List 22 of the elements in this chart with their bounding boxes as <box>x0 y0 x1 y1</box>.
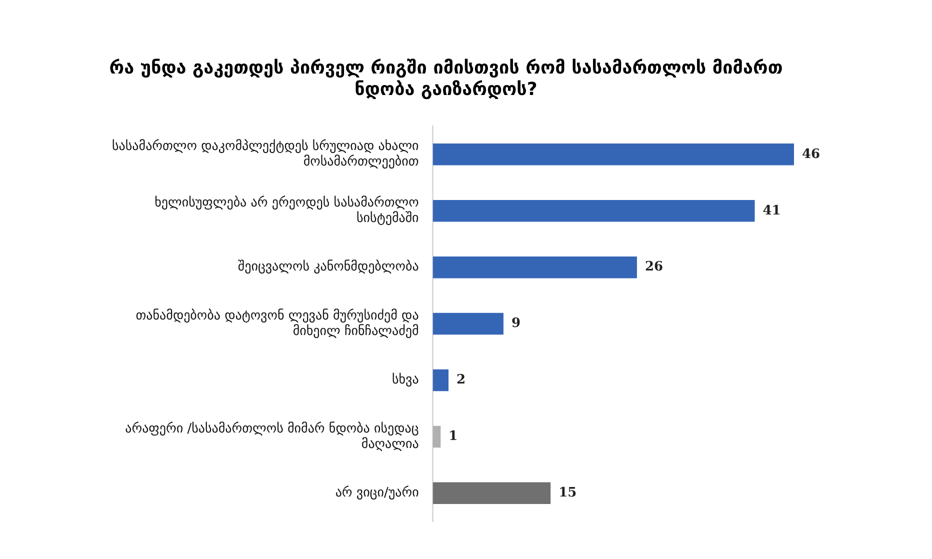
bar <box>432 482 551 504</box>
data-label: 41 <box>762 203 781 218</box>
data-label: 2 <box>456 372 466 388</box>
y-tick-label: ხელისუფლება არ ერეოდეს სასამართლო სისტემაში <box>154 195 420 226</box>
data-label: 9 <box>511 316 521 332</box>
bar <box>432 312 504 335</box>
data-label: 26 <box>644 260 664 275</box>
y-tick-label: სასამართლო დაკომპლექტდეს სრულიად ახალი მოსამართლეებით <box>112 139 420 170</box>
bar <box>432 144 794 166</box>
y-tick-label: შეიცვალოს კანონმდებლობა <box>238 260 419 275</box>
chart-title: რა უნდა გაკეთდეს პირველ რიგში იმისთვის რომ სასამართლოს მიმართ ნდობა გაიზარდოს? <box>109 57 783 100</box>
y-tick-label: არაფერი /სასამართლოს მიმარ ნდობა ისედაც მაღალია <box>125 421 419 452</box>
data-label: 15 <box>558 486 577 501</box>
bar <box>432 426 441 448</box>
bar <box>432 369 449 392</box>
data-label: 1 <box>448 429 458 444</box>
bar <box>432 256 637 278</box>
data-label: 46 <box>802 146 820 162</box>
y-tick-label: თანამდებობა დატოვონ ლევან მურუსიძემ და მიხეილ ჩინჩალაძემ <box>136 308 419 339</box>
bar <box>432 200 755 222</box>
y-tick-label: სხვა <box>392 372 419 388</box>
y-tick-label: არ ვიცი/უარი <box>335 486 420 501</box>
